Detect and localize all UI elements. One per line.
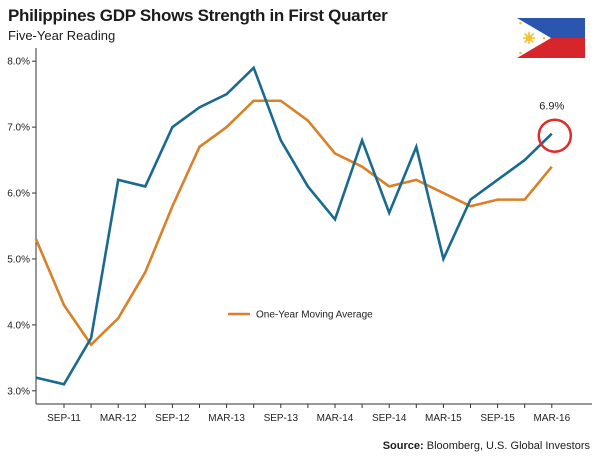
x-tick-label: MAR-14 bbox=[317, 413, 354, 424]
y-tick-label: 4.0% bbox=[7, 320, 30, 331]
series-layer bbox=[34, 65, 553, 386]
y-tick-label: 8.0% bbox=[7, 57, 30, 68]
y-tick-label: 5.0% bbox=[7, 254, 30, 265]
gdp-series-line bbox=[35, 65, 553, 386]
chart-subtitle: Five-Year Reading bbox=[8, 28, 116, 43]
source-label: Source: bbox=[382, 440, 424, 452]
x-tick-label: SEP-11 bbox=[47, 413, 81, 424]
legend: One-Year Moving Average bbox=[228, 310, 373, 321]
y-tick-label: 3.0% bbox=[7, 386, 30, 397]
highlight-circle bbox=[537, 118, 573, 153]
flag-sun-core bbox=[525, 34, 533, 42]
flag-star-bottom bbox=[519, 51, 522, 55]
x-axis: SEP-11 MAR-12 SEP-12 MAR-13 SEP-13 MAR-14 SEP-… bbox=[36, 403, 592, 424]
flag-star-right bbox=[542, 36, 546, 40]
source-text: Bloomberg, U.S. Global Investors bbox=[426, 440, 590, 452]
source-note: Source: Bloomberg, U.S. Global Investors bbox=[383, 440, 590, 452]
x-tick-label: SEP-15 bbox=[480, 413, 515, 424]
x-tick-label: SEP-14 bbox=[372, 413, 407, 424]
moving-average-series-line bbox=[34, 99, 553, 347]
x-tick-label: SEP-12 bbox=[155, 413, 190, 424]
y-axis: 3.0% 4.0% 5.0% 6.0% 7.0% 8.0% bbox=[7, 48, 37, 404]
annotation: 6.9% bbox=[537, 101, 573, 153]
flag-star-top bbox=[519, 21, 522, 25]
annotation-label: 6.9% bbox=[539, 101, 564, 113]
legend-label-moving-average: One-Year Moving Average bbox=[256, 310, 373, 321]
x-tick-label: MAR-16 bbox=[533, 413, 570, 424]
x-tick-label: SEP-13 bbox=[264, 413, 299, 424]
x-tick-label: MAR-13 bbox=[208, 413, 245, 424]
x-tick-label: MAR-15 bbox=[425, 413, 462, 424]
y-tick-label: 6.0% bbox=[7, 189, 30, 200]
x-tick-label: MAR-12 bbox=[100, 413, 137, 424]
chart-title: Philippines GDP Shows Strength in First … bbox=[8, 6, 388, 25]
philippines-flag-icon bbox=[517, 18, 585, 58]
y-tick-label: 7.0% bbox=[7, 123, 30, 134]
